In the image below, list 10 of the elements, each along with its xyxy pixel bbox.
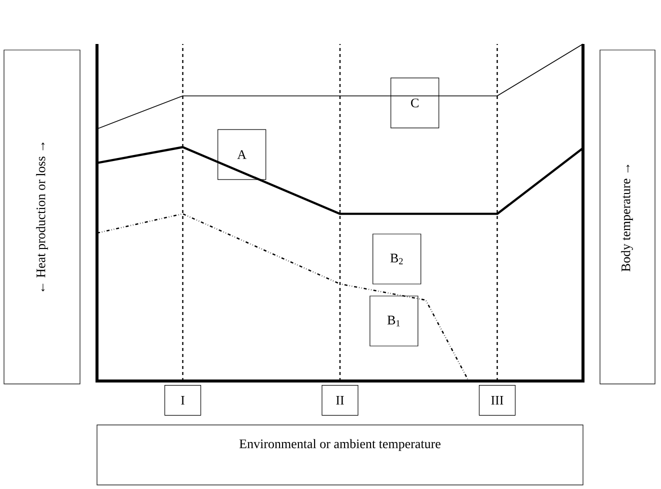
annotation: B$_{2}$ [390, 254, 403, 264]
x-tick-label: II [336, 396, 344, 405]
annotation: A [237, 150, 246, 159]
y-axis-title: ← Heat production or loss → [36, 142, 48, 292]
x-tick-label: I [181, 396, 184, 405]
annotation: B$_{1}$ [387, 316, 400, 326]
y2-axis-title: Body temperature → [621, 164, 633, 272]
x-tick-label: III [491, 396, 504, 405]
annotation: C [411, 98, 418, 108]
x-axis-title: Environmental or ambient temperature [239, 439, 440, 451]
